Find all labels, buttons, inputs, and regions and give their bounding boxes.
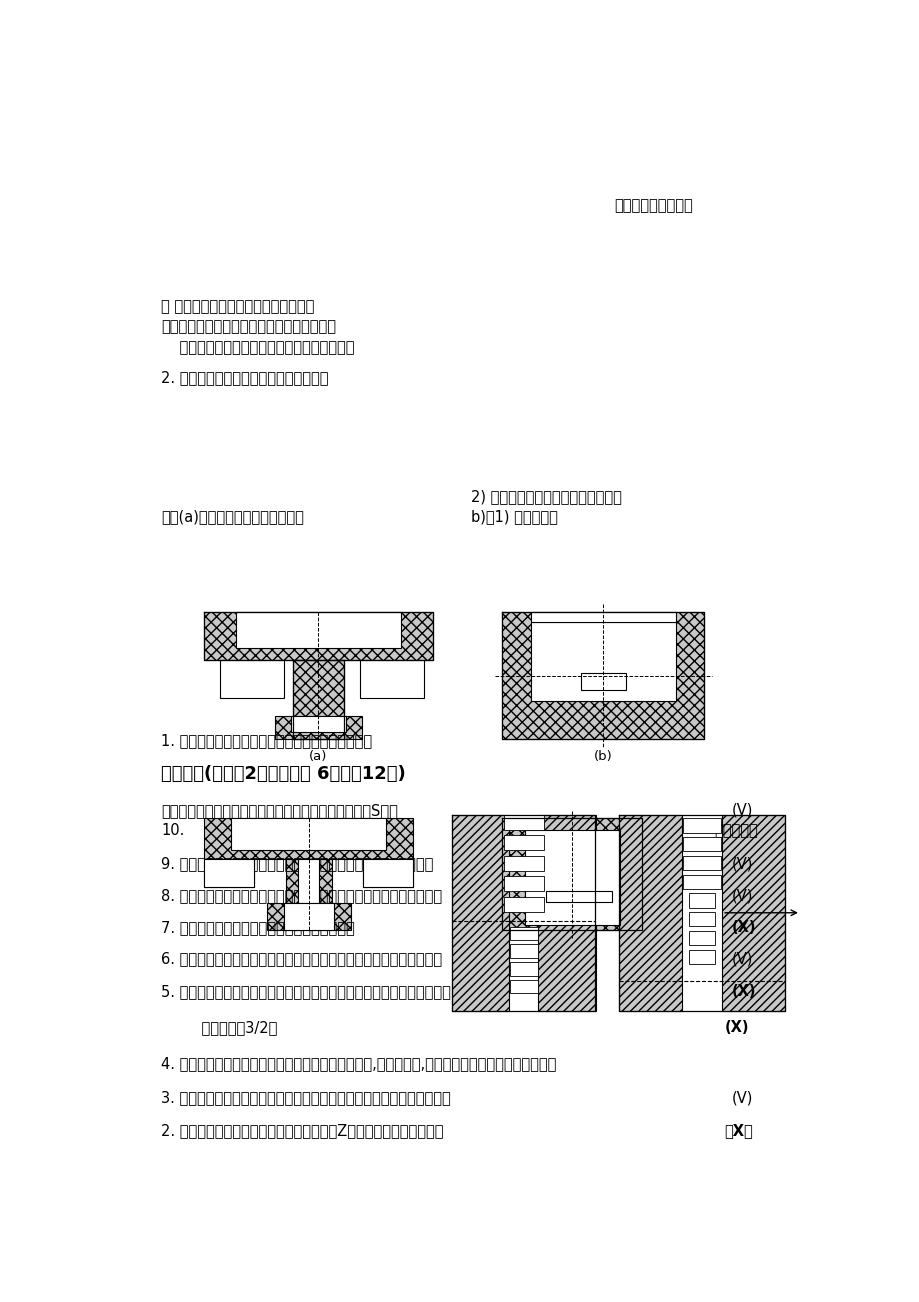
Text: 8. 塑件上的文字最好做成凹字，这样模具上相应型腐的加工就方便些。: 8. 塑件上的文字最好做成凹字，这样模具上相应型腐的加工就方便些。 <box>161 888 442 904</box>
Text: 型 腐都位于动模，可保证良好同轴度。: 型 腐都位于动模，可保证良好同轴度。 <box>161 299 314 315</box>
Text: (b): (b) <box>594 750 612 763</box>
Text: （X）: （X） <box>724 1122 753 1138</box>
Bar <box>683 875 720 889</box>
Text: 2. 当模具采用脱件板脱模机构时，可以采用Z形拉料杆与冷料井匹配。: 2. 当模具采用脱件板脱模机构时，可以采用Z形拉料杆与冷料井匹配。 <box>161 1122 443 1138</box>
Bar <box>231 819 386 850</box>
Bar <box>236 612 401 647</box>
Text: 1. 请指出下面塑件结构设计错误的原因，并改正之。: 1. 请指出下面塑件结构设计错误的原因，并改正之。 <box>161 733 372 747</box>
Bar <box>683 837 720 852</box>
Text: 10.: 10. <box>161 823 185 838</box>
Text: 5. 潜伏式浇口是点浇口的演变形式，因此其模具也应设计成三板式结构。: 5. 潜伏式浇口是点浇口的演变形式，因此其模具也应设计成三板式结构。 <box>161 984 450 1000</box>
Text: (X): (X) <box>731 984 755 1000</box>
Bar <box>503 855 543 871</box>
Bar <box>538 815 595 1010</box>
Text: 3. 冷却系统的通道要尽量避开塑件的燕接痕部位，以免影响塑件的强度。: 3. 冷却系统的通道要尽量避开塑件的燕接痕部位，以免影响塑件的强度。 <box>161 1091 450 1105</box>
Bar <box>509 927 538 940</box>
Bar <box>283 904 334 930</box>
Text: 三、改错(本题共2小题，每题 6分，全12分): 三、改错(本题共2小题，每题 6分，全12分) <box>161 764 405 783</box>
Bar <box>688 893 714 907</box>
Bar <box>293 660 343 740</box>
Bar <box>290 716 346 732</box>
Bar <box>503 815 543 829</box>
Bar <box>286 858 332 904</box>
Bar <box>502 612 703 740</box>
Bar <box>503 897 543 911</box>
Text: 答：按原图示，大齿和小齿分别在定模和动模: 答：按原图示，大齿和小齿分别在定模和动模 <box>161 340 355 354</box>
Bar <box>721 815 785 1010</box>
Bar <box>683 819 720 833</box>
Text: 答：(a)：壁厚不均匀，改正如下。: 答：(a)：壁厚不均匀，改正如下。 <box>161 509 304 525</box>
Bar <box>359 660 424 698</box>
Text: 4. 斜导柱侧抽芯机构中的滑块导滑长度有一定的要求,完成抜拔后,滑块留在导滑槽中的长度不应小于: 4. 斜导柱侧抽芯机构中的滑块导滑长度有一定的要求,完成抜拔后,滑块留在导滑槽中… <box>161 1056 556 1072</box>
Bar <box>363 858 413 887</box>
Text: (X): (X) <box>724 1021 748 1035</box>
Bar <box>580 673 625 690</box>
Bar <box>552 673 652 700</box>
Text: 冷料井一般用在顶杆顶料的场合，其分流道应该设计成S形。: 冷料井一般用在顶杆顶料的场合，其分流道应该设计成S形。 <box>161 803 398 818</box>
Bar <box>503 876 543 892</box>
Bar <box>688 931 714 945</box>
Bar <box>683 855 720 870</box>
Text: (V): (V) <box>731 952 753 966</box>
Bar <box>524 891 619 907</box>
Text: 6. 细长型芯应避免偏心进料，否则会造成塑件的壁厚不均，脱模困难。: 6. 细长型芯应避免偏心进料，否则会造成塑件的壁厚不均，脱模困难。 <box>161 952 442 966</box>
Text: 2) 不能采用塑件的整个底平面作支撇: 2) 不能采用塑件的整个底平面作支撇 <box>471 490 621 504</box>
Bar <box>204 858 254 887</box>
Bar <box>618 815 681 1010</box>
Text: 滑块长度的3/2。: 滑块长度的3/2。 <box>183 1021 277 1035</box>
Bar <box>524 829 619 924</box>
Text: (V): (V) <box>731 1091 753 1105</box>
Text: (V): (V) <box>731 888 753 904</box>
Text: 9. 从有利于排气的角度考虑，分型面应尽量设在流动方向上的末端。: 9. 从有利于排气的角度考虑，分型面应尽量设在流动方向上的末端。 <box>161 855 433 871</box>
Bar <box>530 622 675 700</box>
Bar <box>688 913 714 927</box>
Bar <box>545 891 611 902</box>
Text: b)：1) 壁厚不均匀: b)：1) 壁厚不均匀 <box>471 509 558 525</box>
Text: 无拉料杆的: 无拉料杆的 <box>713 823 757 838</box>
Bar <box>503 835 543 850</box>
Bar <box>298 858 319 904</box>
Text: (V): (V) <box>731 855 753 871</box>
Bar <box>204 858 254 887</box>
Bar <box>509 980 538 993</box>
Bar <box>688 949 714 963</box>
Bar <box>204 612 432 660</box>
Text: 7. 注塑时最后充满的往往是离浇口最远的部位。: 7. 注塑时最后充满的往往是离浇口最远的部位。 <box>161 921 355 935</box>
Text: (V): (V) <box>731 803 753 818</box>
Bar <box>509 962 538 975</box>
Bar <box>451 815 509 1010</box>
Text: (a): (a) <box>309 750 327 763</box>
Bar <box>275 716 361 740</box>
Text: 修改后的分型面位置: 修改后的分型面位置 <box>614 198 692 214</box>
Text: (X): (X) <box>731 921 755 935</box>
Text: 难以保证二者良好的同轴度，修改后，两齿轮: 难以保证二者良好的同轴度，修改后，两齿轮 <box>161 320 336 335</box>
Text: 2. 请分析正确分型面的选择位置及原因。: 2. 请分析正确分型面的选择位置及原因。 <box>161 370 328 385</box>
Bar <box>220 660 284 698</box>
Bar <box>502 819 641 930</box>
Bar <box>363 858 413 887</box>
Bar <box>509 944 538 958</box>
Bar <box>530 612 675 622</box>
Bar <box>267 904 350 930</box>
Bar <box>204 819 413 858</box>
